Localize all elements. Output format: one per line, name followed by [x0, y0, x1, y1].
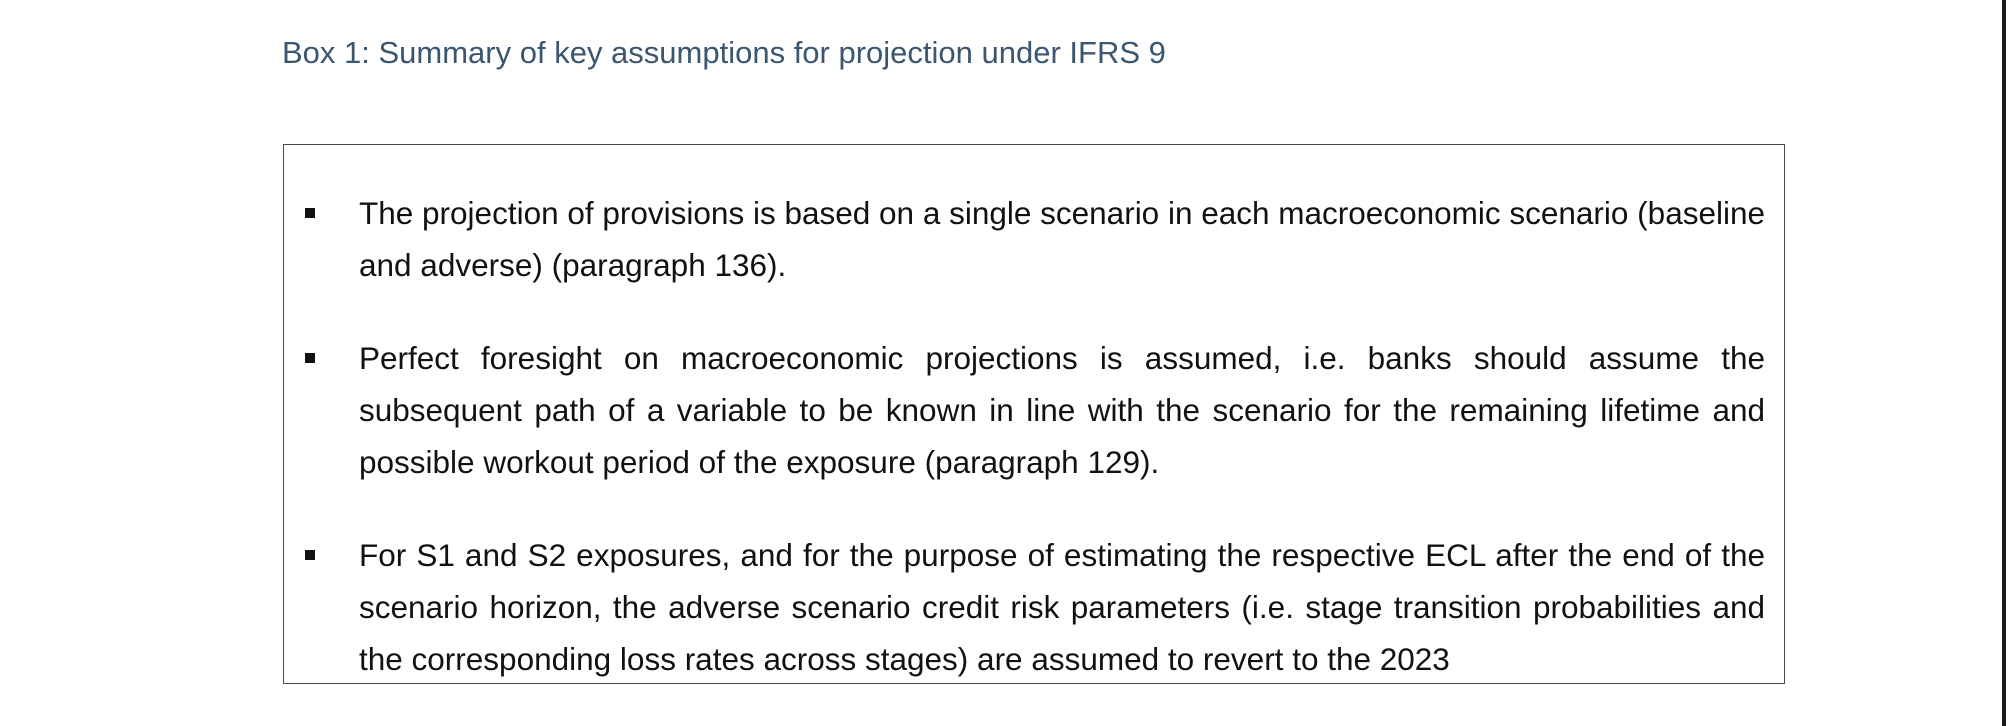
bullet-text: The projection of provisions is based on… — [359, 195, 1766, 283]
assumptions-box: The projection of provisions is based on… — [283, 144, 1785, 684]
square-bullet-icon — [305, 550, 315, 560]
page-edge-divider — [2002, 0, 2006, 726]
square-bullet-icon — [305, 353, 315, 363]
square-bullet-icon — [305, 208, 315, 218]
box-title: Box 1: Summary of key assumptions for pr… — [282, 35, 1166, 70]
bullet-text: For S1 and S2 exposures, and for the pur… — [359, 537, 1765, 677]
bullet-text: Perfect foresight on macroeconomic proje… — [359, 340, 1765, 480]
